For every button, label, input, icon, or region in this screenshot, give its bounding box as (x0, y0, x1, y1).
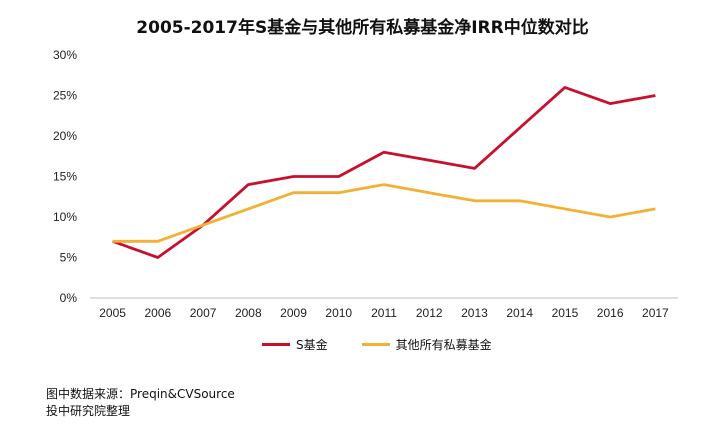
source-line: 图中数据来源：Preqin&CVSource (46, 387, 235, 401)
y-tick-label: 10% (53, 210, 77, 224)
y-tick-label: 25% (53, 89, 77, 103)
y-tick-label: 0% (60, 291, 78, 305)
x-tick-label: 2014 (506, 306, 533, 320)
source-note: 图中数据来源：Preqin&CVSource 投中研究院整理 (46, 386, 235, 420)
legend-item-series-1: 其他所有私募基金 (361, 336, 492, 353)
x-tick-label: 2005 (99, 306, 126, 320)
legend-label: 其他所有私募基金 (395, 338, 492, 352)
x-tick-label: 2008 (235, 306, 262, 320)
x-tick-label: 2009 (280, 306, 307, 320)
series-lines (112, 86, 656, 259)
series-line-0 (112, 86, 656, 259)
y-tick-label: 15% (53, 170, 77, 184)
x-axis-ticks: 2005 2006 2007 2008 2009 2010 2011 2012 2013 2014… (99, 306, 669, 320)
x-tick-label: 2011 (371, 306, 397, 320)
x-tick-label: 2012 (416, 306, 443, 320)
series-line-1 (112, 183, 656, 243)
x-tick-label: 2010 (325, 306, 352, 320)
x-tick-label: 2013 (461, 306, 488, 320)
legend-swatch (361, 343, 390, 346)
y-tick-label: 30% (53, 48, 77, 62)
x-tick-label: 2015 (552, 306, 579, 320)
y-axis-ticks: 0% 5% 10% 15% 20% 25% 30% (53, 48, 77, 305)
x-tick-label: 2007 (190, 306, 217, 320)
source-line: 投中研究院整理 (46, 404, 131, 418)
y-tick-label: 20% (53, 129, 77, 143)
y-tick-label: 5% (60, 251, 78, 265)
legend: S基金 其他所有私募基金 (262, 336, 492, 353)
x-tick-label: 2016 (597, 306, 624, 320)
legend-item-series-0: S基金 (262, 336, 328, 353)
chart-title: 2005-2017年S基金与其他所有私募基金净IRR中位数对比 (136, 18, 589, 38)
x-tick-label: 2006 (144, 306, 171, 320)
x-tick-label: 2017 (642, 306, 669, 320)
legend-swatch (262, 343, 290, 346)
legend-label: S基金 (296, 338, 328, 352)
